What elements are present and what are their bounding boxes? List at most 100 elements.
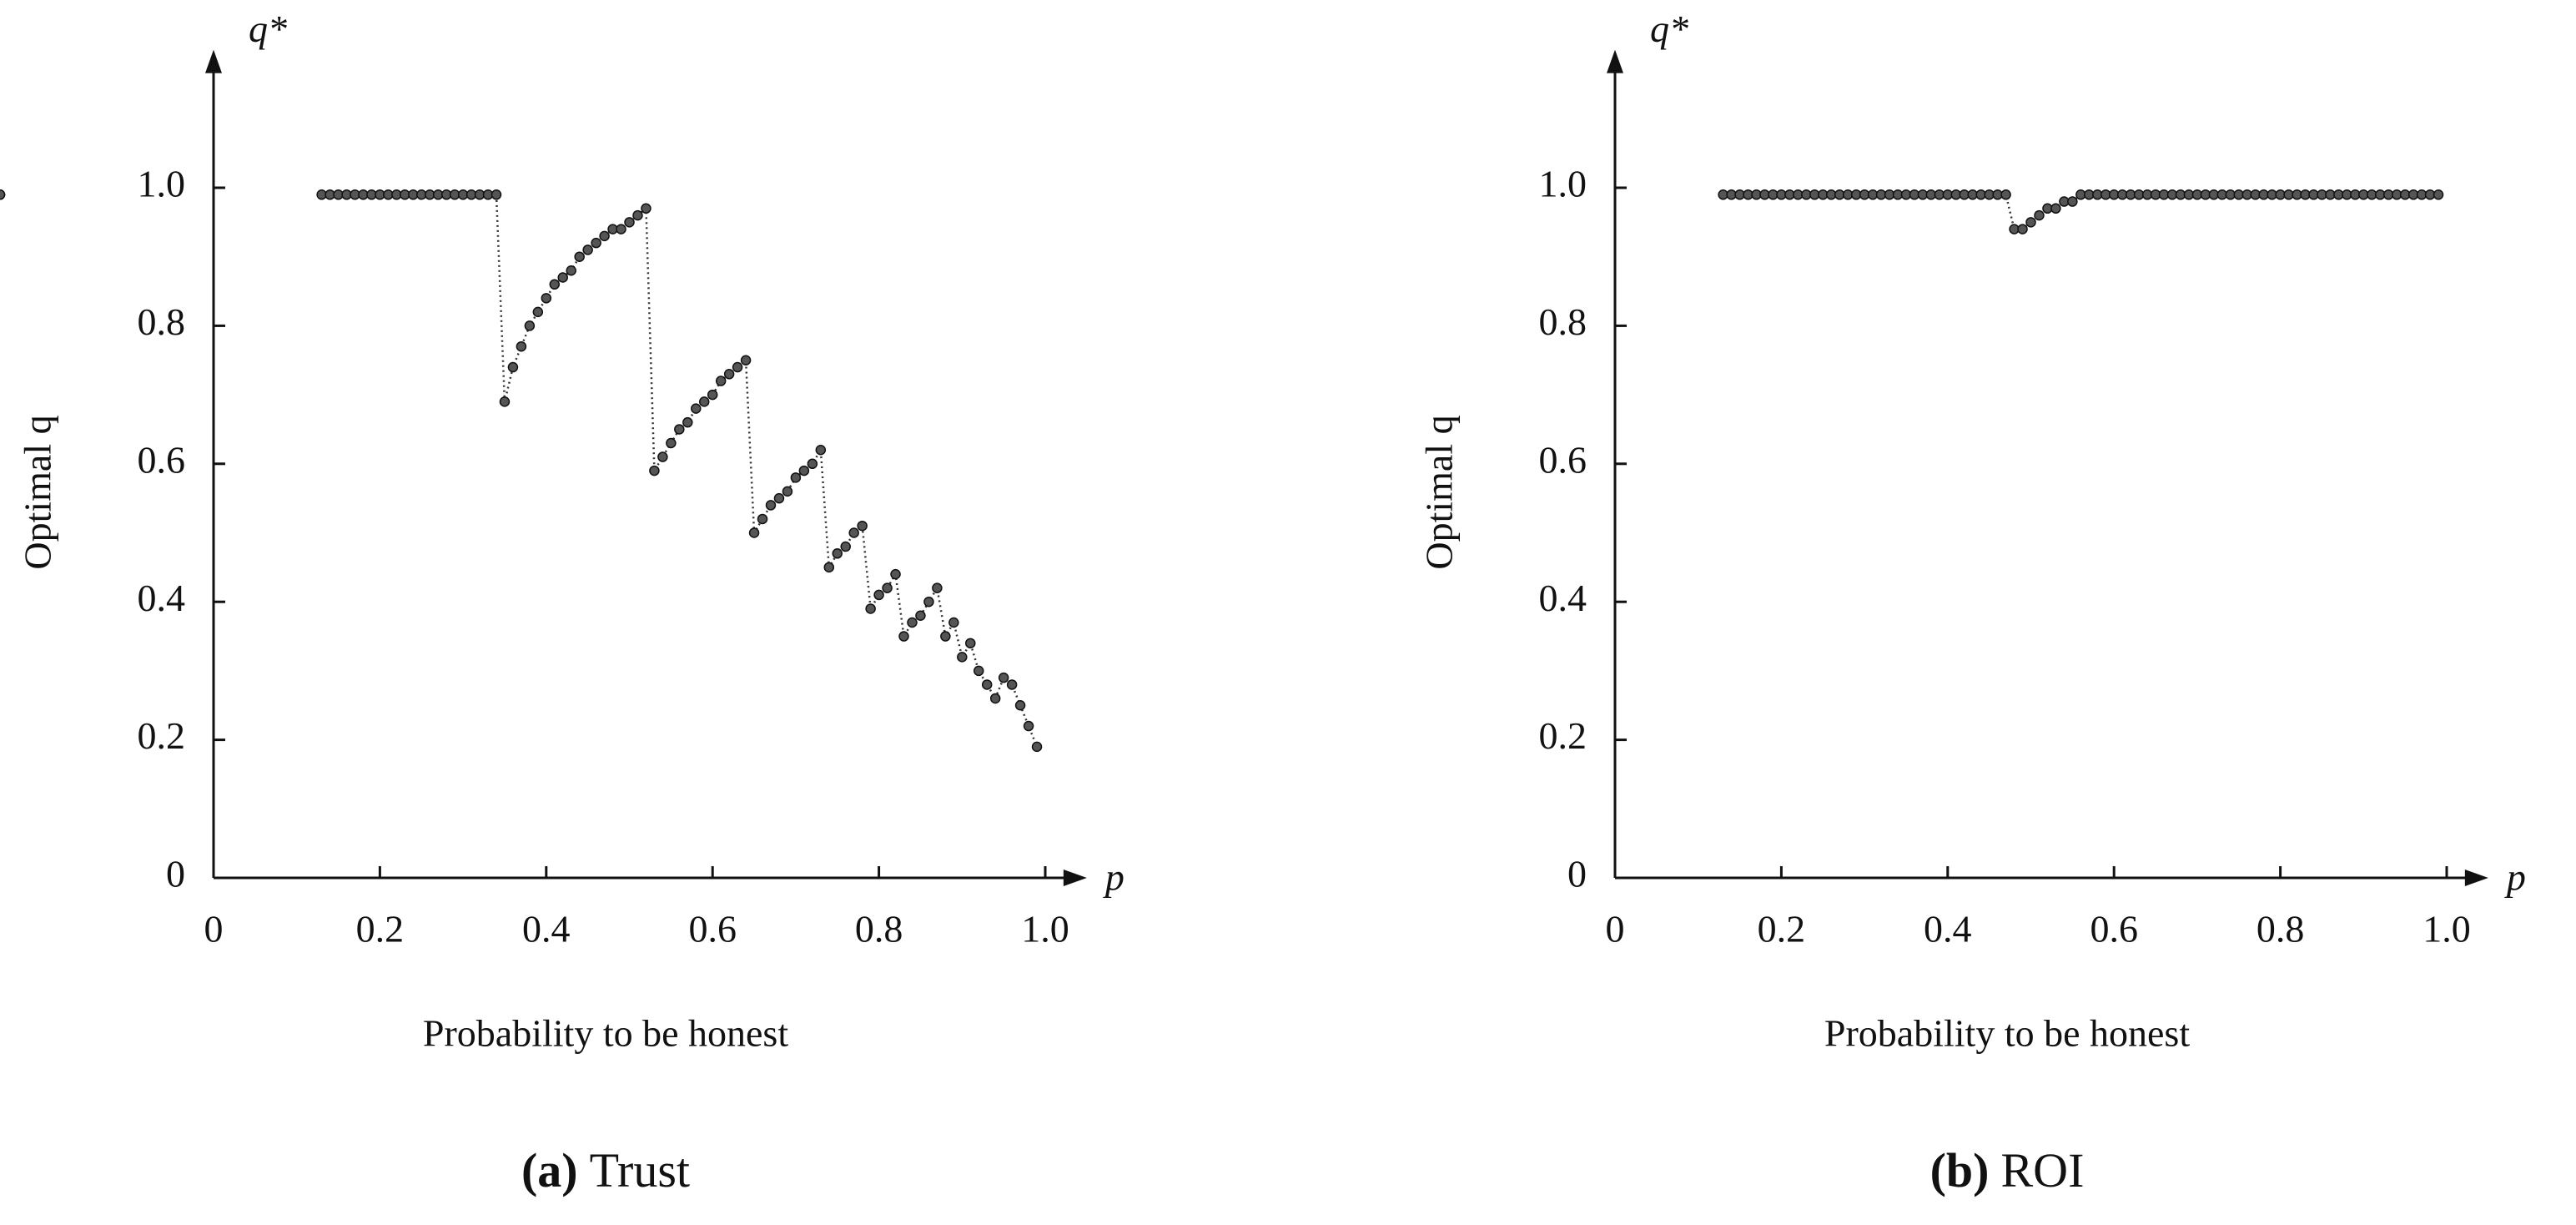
point bbox=[981, 679, 993, 690]
x-arrow bbox=[1063, 870, 1087, 886]
point bbox=[989, 693, 1001, 704]
point bbox=[666, 437, 677, 449]
y-tick-label: 0 bbox=[166, 853, 185, 895]
point bbox=[524, 320, 536, 331]
point bbox=[807, 458, 818, 470]
caption-tag: (a) bbox=[521, 1143, 578, 1197]
point bbox=[848, 527, 859, 538]
point bbox=[698, 396, 710, 407]
point bbox=[624, 217, 635, 228]
point bbox=[857, 520, 868, 532]
caption-text: Trust bbox=[590, 1143, 690, 1197]
y-arrow bbox=[1607, 49, 1623, 73]
x-tick-label: 0.8 bbox=[855, 908, 903, 950]
point bbox=[707, 389, 718, 401]
point bbox=[2034, 209, 2045, 221]
point bbox=[1006, 679, 1018, 690]
point bbox=[723, 369, 735, 380]
point bbox=[674, 424, 685, 435]
point bbox=[915, 610, 926, 621]
y-tick-label: 0.6 bbox=[138, 438, 186, 481]
point bbox=[582, 244, 593, 255]
y-tick-label: 0.8 bbox=[138, 300, 186, 343]
point bbox=[616, 224, 626, 234]
point bbox=[948, 617, 959, 628]
panel: p q* 0 0.2 0.4 0.6 0.8 1.0 0 0.2 0.4 0.6 0.8 1.0 Proba… bbox=[17, 8, 1124, 1197]
caption-text: ROI bbox=[2001, 1143, 2085, 1197]
x-arrow bbox=[2464, 870, 2488, 886]
point bbox=[798, 465, 810, 476]
point bbox=[840, 541, 851, 552]
point bbox=[873, 589, 884, 601]
caption-tag: (b) bbox=[1930, 1143, 1990, 1197]
series-line bbox=[321, 194, 1039, 748]
y-axis-label: Optimal q bbox=[17, 415, 59, 569]
x-tick-label: 1.0 bbox=[1021, 908, 1069, 950]
point bbox=[865, 603, 876, 614]
point bbox=[957, 652, 968, 663]
point bbox=[998, 672, 1009, 683]
y-tick-label: 1.0 bbox=[138, 163, 186, 205]
point bbox=[965, 638, 976, 649]
y-axis-label: Optimal q bbox=[1418, 415, 1461, 569]
point bbox=[532, 306, 544, 318]
caption: (a) Trust bbox=[521, 1143, 690, 1197]
point bbox=[1014, 700, 1026, 711]
point bbox=[923, 596, 934, 607]
point bbox=[823, 562, 835, 573]
y-tick-label: 0.4 bbox=[1539, 577, 1587, 619]
point bbox=[782, 486, 793, 497]
point bbox=[757, 513, 768, 525]
point bbox=[591, 237, 601, 249]
x-tick-label: 0.4 bbox=[522, 908, 571, 950]
y-tick-label: 0.2 bbox=[138, 714, 186, 757]
y-axis-end: q* bbox=[1650, 8, 1688, 50]
point bbox=[599, 230, 610, 242]
point bbox=[882, 582, 893, 593]
point bbox=[2000, 189, 2011, 200]
point bbox=[898, 631, 909, 642]
x-axis-end: p bbox=[1103, 856, 1124, 899]
point bbox=[832, 548, 843, 559]
caption: (b) ROI bbox=[1930, 1143, 2085, 1197]
x-tick-label: 0.6 bbox=[688, 908, 737, 950]
point bbox=[491, 189, 502, 200]
point bbox=[715, 376, 727, 386]
y-tick-label: 0 bbox=[1567, 853, 1587, 895]
point bbox=[541, 293, 552, 304]
y-tick-label: 0.6 bbox=[1539, 438, 1587, 481]
x-tick-label: 0.2 bbox=[356, 908, 405, 950]
point bbox=[549, 279, 561, 290]
point bbox=[765, 500, 777, 511]
x-tick-label: 0.8 bbox=[2257, 908, 2305, 950]
x-tick-label: 0 bbox=[1606, 908, 1625, 950]
point bbox=[2050, 203, 2061, 214]
x-axis-label: Probability to be honest bbox=[1824, 1012, 2190, 1055]
y-axis-end: q* bbox=[249, 8, 287, 50]
point bbox=[649, 465, 660, 476]
x-axis-end: p bbox=[2504, 856, 2526, 899]
point bbox=[632, 209, 643, 221]
y-tick-label: 0.2 bbox=[1539, 714, 1587, 757]
point bbox=[790, 472, 802, 483]
point bbox=[1023, 720, 1034, 732]
panel: p q* 0 0.2 0.4 0.6 0.8 1.0 0 0.2 0.4 0.6 0.8 1.0 Proba… bbox=[0, 8, 2526, 1197]
x-tick-label: 0.2 bbox=[1758, 908, 1806, 950]
point bbox=[657, 451, 668, 462]
x-axis-label: Probability to be honest bbox=[423, 1012, 788, 1055]
point bbox=[773, 492, 785, 504]
point bbox=[566, 265, 576, 276]
point bbox=[557, 272, 568, 283]
point bbox=[499, 396, 511, 407]
point bbox=[2025, 217, 2036, 228]
point bbox=[682, 416, 693, 428]
point bbox=[732, 361, 743, 373]
y-tick-label: 0.4 bbox=[138, 577, 186, 619]
x-tick-label: 0 bbox=[204, 908, 224, 950]
point bbox=[507, 361, 519, 373]
point bbox=[2017, 224, 2028, 234]
point bbox=[748, 527, 760, 538]
point bbox=[691, 403, 702, 414]
x-tick-label: 0.6 bbox=[2090, 908, 2138, 950]
